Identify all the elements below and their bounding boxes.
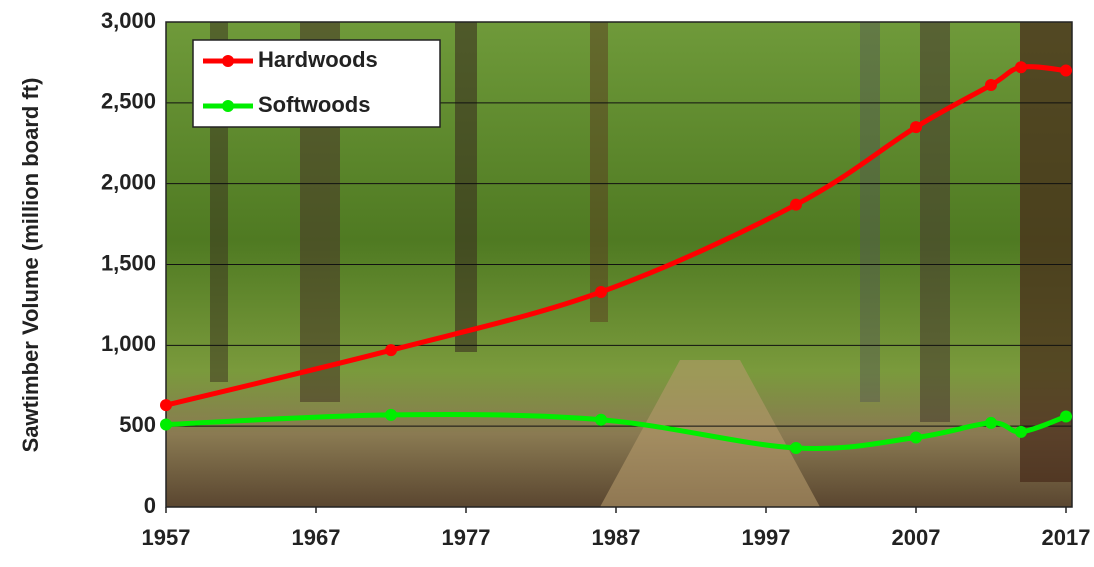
point [985,416,997,429]
x-tick-label: 1977 [442,525,491,550]
x-tick-label: 1997 [742,525,791,550]
y-tick-label: 1,000 [101,331,156,356]
lines [160,61,1072,454]
legend-marker [222,100,234,112]
point [790,441,802,454]
point [160,418,172,431]
y-tick-label: 500 [119,412,156,437]
point [1015,425,1027,438]
point [1060,64,1072,77]
legend: Hardwoods Softwoods [192,39,441,128]
y-tick-label: 2,500 [101,89,156,114]
point [1015,61,1027,74]
x-tick-label: 1967 [292,525,341,550]
point [985,79,997,92]
y-axis-title: Sawtimber Volume (million board ft) [18,78,43,453]
y-tick-label: 1,500 [101,250,156,275]
point [385,408,397,421]
point [595,285,607,298]
plot-frame [165,21,1073,508]
x-tick-label: 1957 [142,525,191,550]
point [910,431,922,444]
point [790,198,802,211]
series-line [165,64,1067,408]
legend-label: Softwoods [258,92,370,117]
x-tick-label: 2007 [892,525,941,550]
legend-marker [222,55,234,67]
y-tick-label: 2,000 [101,169,156,194]
y-tick-label: 0 [144,493,156,518]
point [385,344,397,357]
point [910,121,922,134]
legend-box [192,39,441,128]
legend-label: Hardwoods [258,47,378,72]
x-tick-label: 1987 [592,525,641,550]
series-line [165,411,1067,452]
point [1060,410,1072,423]
point [595,413,607,426]
point [160,399,172,412]
x-tick-label: 2017 [1042,525,1091,550]
y-tick-label: 3,000 [101,8,156,33]
